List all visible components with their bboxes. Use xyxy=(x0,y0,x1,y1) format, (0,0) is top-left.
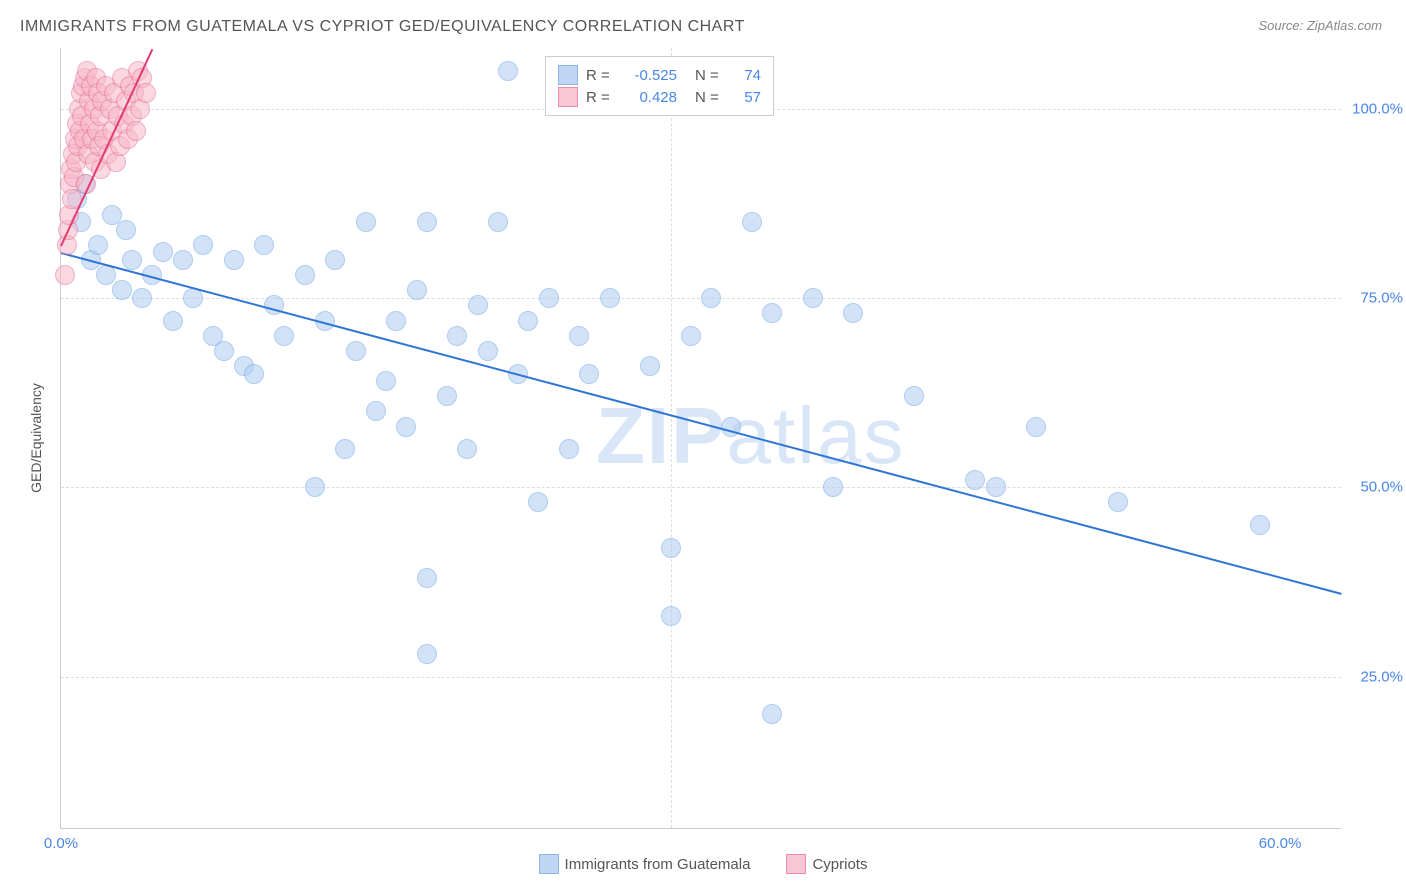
data-point xyxy=(254,235,274,255)
data-point xyxy=(396,417,416,437)
y-tick-label: 25.0% xyxy=(1360,668,1403,685)
data-point xyxy=(173,250,193,270)
legend-bottom-label: Immigrants from Guatemala xyxy=(565,856,751,873)
data-point xyxy=(163,311,183,331)
data-point xyxy=(457,439,477,459)
data-point xyxy=(447,326,467,346)
legend-r-value: -0.525 xyxy=(622,67,677,84)
chart-title: IMMIGRANTS FROM GUATEMALA VS CYPRIOT GED… xyxy=(20,18,745,36)
data-point xyxy=(661,538,681,558)
data-point xyxy=(468,295,488,315)
source-label: Source: ZipAtlas.com xyxy=(1258,18,1382,33)
x-tick-label: 60.0% xyxy=(1259,835,1302,852)
data-point xyxy=(579,364,599,384)
data-point xyxy=(823,477,843,497)
data-point xyxy=(55,265,75,285)
scatter-plot: ZIPatlas 25.0%50.0%75.0%100.0%0.0%60.0% xyxy=(60,48,1341,829)
gridline-v xyxy=(671,48,672,828)
data-point xyxy=(88,235,108,255)
data-point xyxy=(600,288,620,308)
data-point xyxy=(640,356,660,376)
data-point xyxy=(132,288,152,308)
data-point xyxy=(112,280,132,300)
data-point xyxy=(407,280,427,300)
data-point xyxy=(417,568,437,588)
data-point xyxy=(843,303,863,323)
data-point xyxy=(214,341,234,361)
data-point xyxy=(498,61,518,81)
data-point xyxy=(335,439,355,459)
series-legend: Immigrants from Guatemala Cypriots xyxy=(0,854,1406,878)
legend-n-value: 74 xyxy=(731,67,761,84)
trend-line xyxy=(61,252,1342,595)
data-point xyxy=(539,288,559,308)
data-point xyxy=(437,386,457,406)
data-point xyxy=(518,311,538,331)
data-point xyxy=(1108,492,1128,512)
data-point xyxy=(1250,515,1270,535)
legend-n-value: 57 xyxy=(731,89,761,106)
data-point xyxy=(528,492,548,512)
y-tick-label: 100.0% xyxy=(1352,100,1403,117)
watermark-bold: ZIP xyxy=(596,391,726,480)
x-tick-label: 0.0% xyxy=(44,835,78,852)
data-point xyxy=(569,326,589,346)
y-axis-label: GED/Equivalency xyxy=(28,383,44,493)
legend-bottom-item: Cypriots xyxy=(786,854,867,874)
correlation-legend: R = -0.525 N = 74 R = 0.428 N = 57 xyxy=(545,56,774,116)
legend-row: R = -0.525 N = 74 xyxy=(558,65,761,85)
y-tick-label: 50.0% xyxy=(1360,479,1403,496)
data-point xyxy=(762,704,782,724)
legend-swatch xyxy=(558,87,578,107)
legend-bottom-label: Cypriots xyxy=(812,856,867,873)
data-point xyxy=(559,439,579,459)
legend-n-label: N = xyxy=(695,89,723,106)
legend-swatch xyxy=(539,854,559,874)
data-point xyxy=(274,326,294,346)
data-point xyxy=(681,326,701,346)
legend-swatch xyxy=(558,65,578,85)
data-point xyxy=(417,212,437,232)
data-point xyxy=(762,303,782,323)
data-point xyxy=(986,477,1006,497)
legend-swatch xyxy=(786,854,806,874)
data-point xyxy=(122,250,142,270)
data-point xyxy=(376,371,396,391)
data-point xyxy=(478,341,498,361)
legend-row: R = 0.428 N = 57 xyxy=(558,87,761,107)
data-point xyxy=(488,212,508,232)
data-point xyxy=(305,477,325,497)
data-point xyxy=(904,386,924,406)
legend-bottom-item: Immigrants from Guatemala xyxy=(539,854,751,874)
data-point xyxy=(386,311,406,331)
gridline-h xyxy=(61,677,1341,678)
legend-n-label: N = xyxy=(695,67,723,84)
legend-r-label: R = xyxy=(586,89,614,106)
data-point xyxy=(295,265,315,285)
data-point xyxy=(136,83,156,103)
data-point xyxy=(126,121,146,141)
data-point xyxy=(325,250,345,270)
data-point xyxy=(346,341,366,361)
data-point xyxy=(661,606,681,626)
data-point xyxy=(244,364,264,384)
data-point xyxy=(1026,417,1046,437)
data-point xyxy=(742,212,762,232)
data-point xyxy=(803,288,823,308)
y-tick-label: 75.0% xyxy=(1360,289,1403,306)
legend-r-value: 0.428 xyxy=(622,89,677,106)
data-point xyxy=(701,288,721,308)
legend-r-label: R = xyxy=(586,67,614,84)
data-point xyxy=(366,401,386,421)
data-point xyxy=(356,212,376,232)
data-point xyxy=(153,242,173,262)
data-point xyxy=(965,470,985,490)
data-point xyxy=(96,265,116,285)
data-point xyxy=(224,250,244,270)
data-point xyxy=(116,220,136,240)
gridline-h xyxy=(61,487,1341,488)
data-point xyxy=(193,235,213,255)
data-point xyxy=(417,644,437,664)
